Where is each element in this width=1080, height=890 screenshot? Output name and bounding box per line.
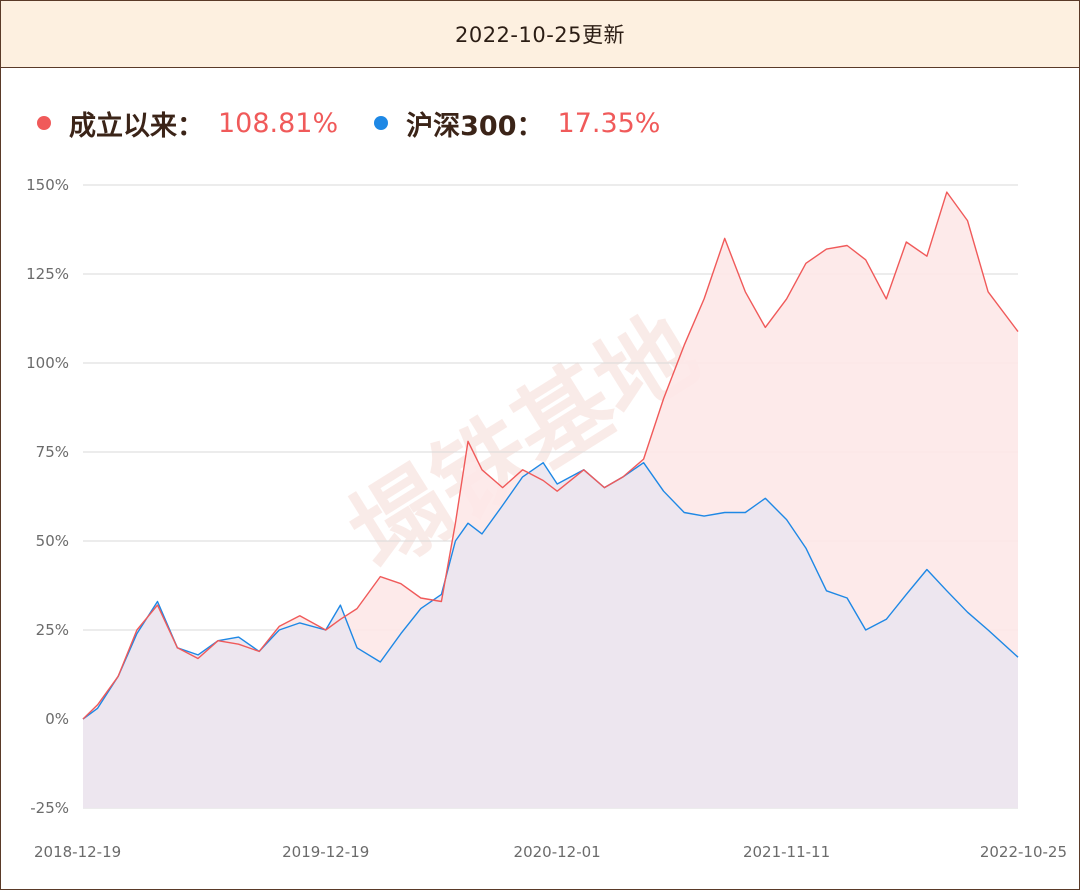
- x-tick-label: 2022-10-25: [980, 843, 1067, 861]
- legend-dot-fund: [37, 116, 51, 130]
- y-tick-label: 75%: [36, 443, 69, 461]
- update-header: 2022-10-25更新: [1, 1, 1079, 68]
- y-tick-label: 125%: [26, 265, 69, 283]
- series-line-fund: [82, 191, 1019, 720]
- update-date-title: 2022-10-25更新: [454, 23, 626, 47]
- x-tick-label: 2021-11-11: [743, 843, 830, 861]
- x-tick-label: 2018-12-19: [34, 843, 121, 861]
- y-tick-label: 0%: [45, 710, 69, 728]
- legend-dot-index: [374, 116, 389, 130]
- x-tick-label: 2019-12-19: [282, 843, 369, 861]
- legend-item-fund[interactable]: 成立以来 ： 108.81%: [37, 104, 338, 143]
- y-tick-label: 100%: [26, 354, 69, 372]
- legend-colon-index: ：: [516, 110, 544, 142]
- series-line-index: [82, 462, 1019, 720]
- legend-label-index: 沪深300: [406, 110, 517, 142]
- y-tick-label: 150%: [26, 176, 69, 194]
- legend-label-fund: 成立以来: [69, 110, 177, 142]
- legend-colon-fund: ：: [177, 110, 204, 142]
- legend: 成立以来 ： 108.81% 沪深300 ： 17.35%: [37, 103, 696, 143]
- x-tick-label: 2020-12-01: [514, 843, 601, 861]
- legend-value-fund: 108.81%: [218, 107, 339, 139]
- y-tick-label: 25%: [36, 621, 69, 639]
- legend-value-index: 17.35%: [557, 107, 661, 139]
- series-area-index: [83, 462, 1018, 808]
- y-tick-label: 50%: [36, 532, 69, 550]
- y-tick-label: -25%: [30, 799, 69, 817]
- legend-item-index[interactable]: 沪深300 ： 17.35%: [374, 104, 660, 143]
